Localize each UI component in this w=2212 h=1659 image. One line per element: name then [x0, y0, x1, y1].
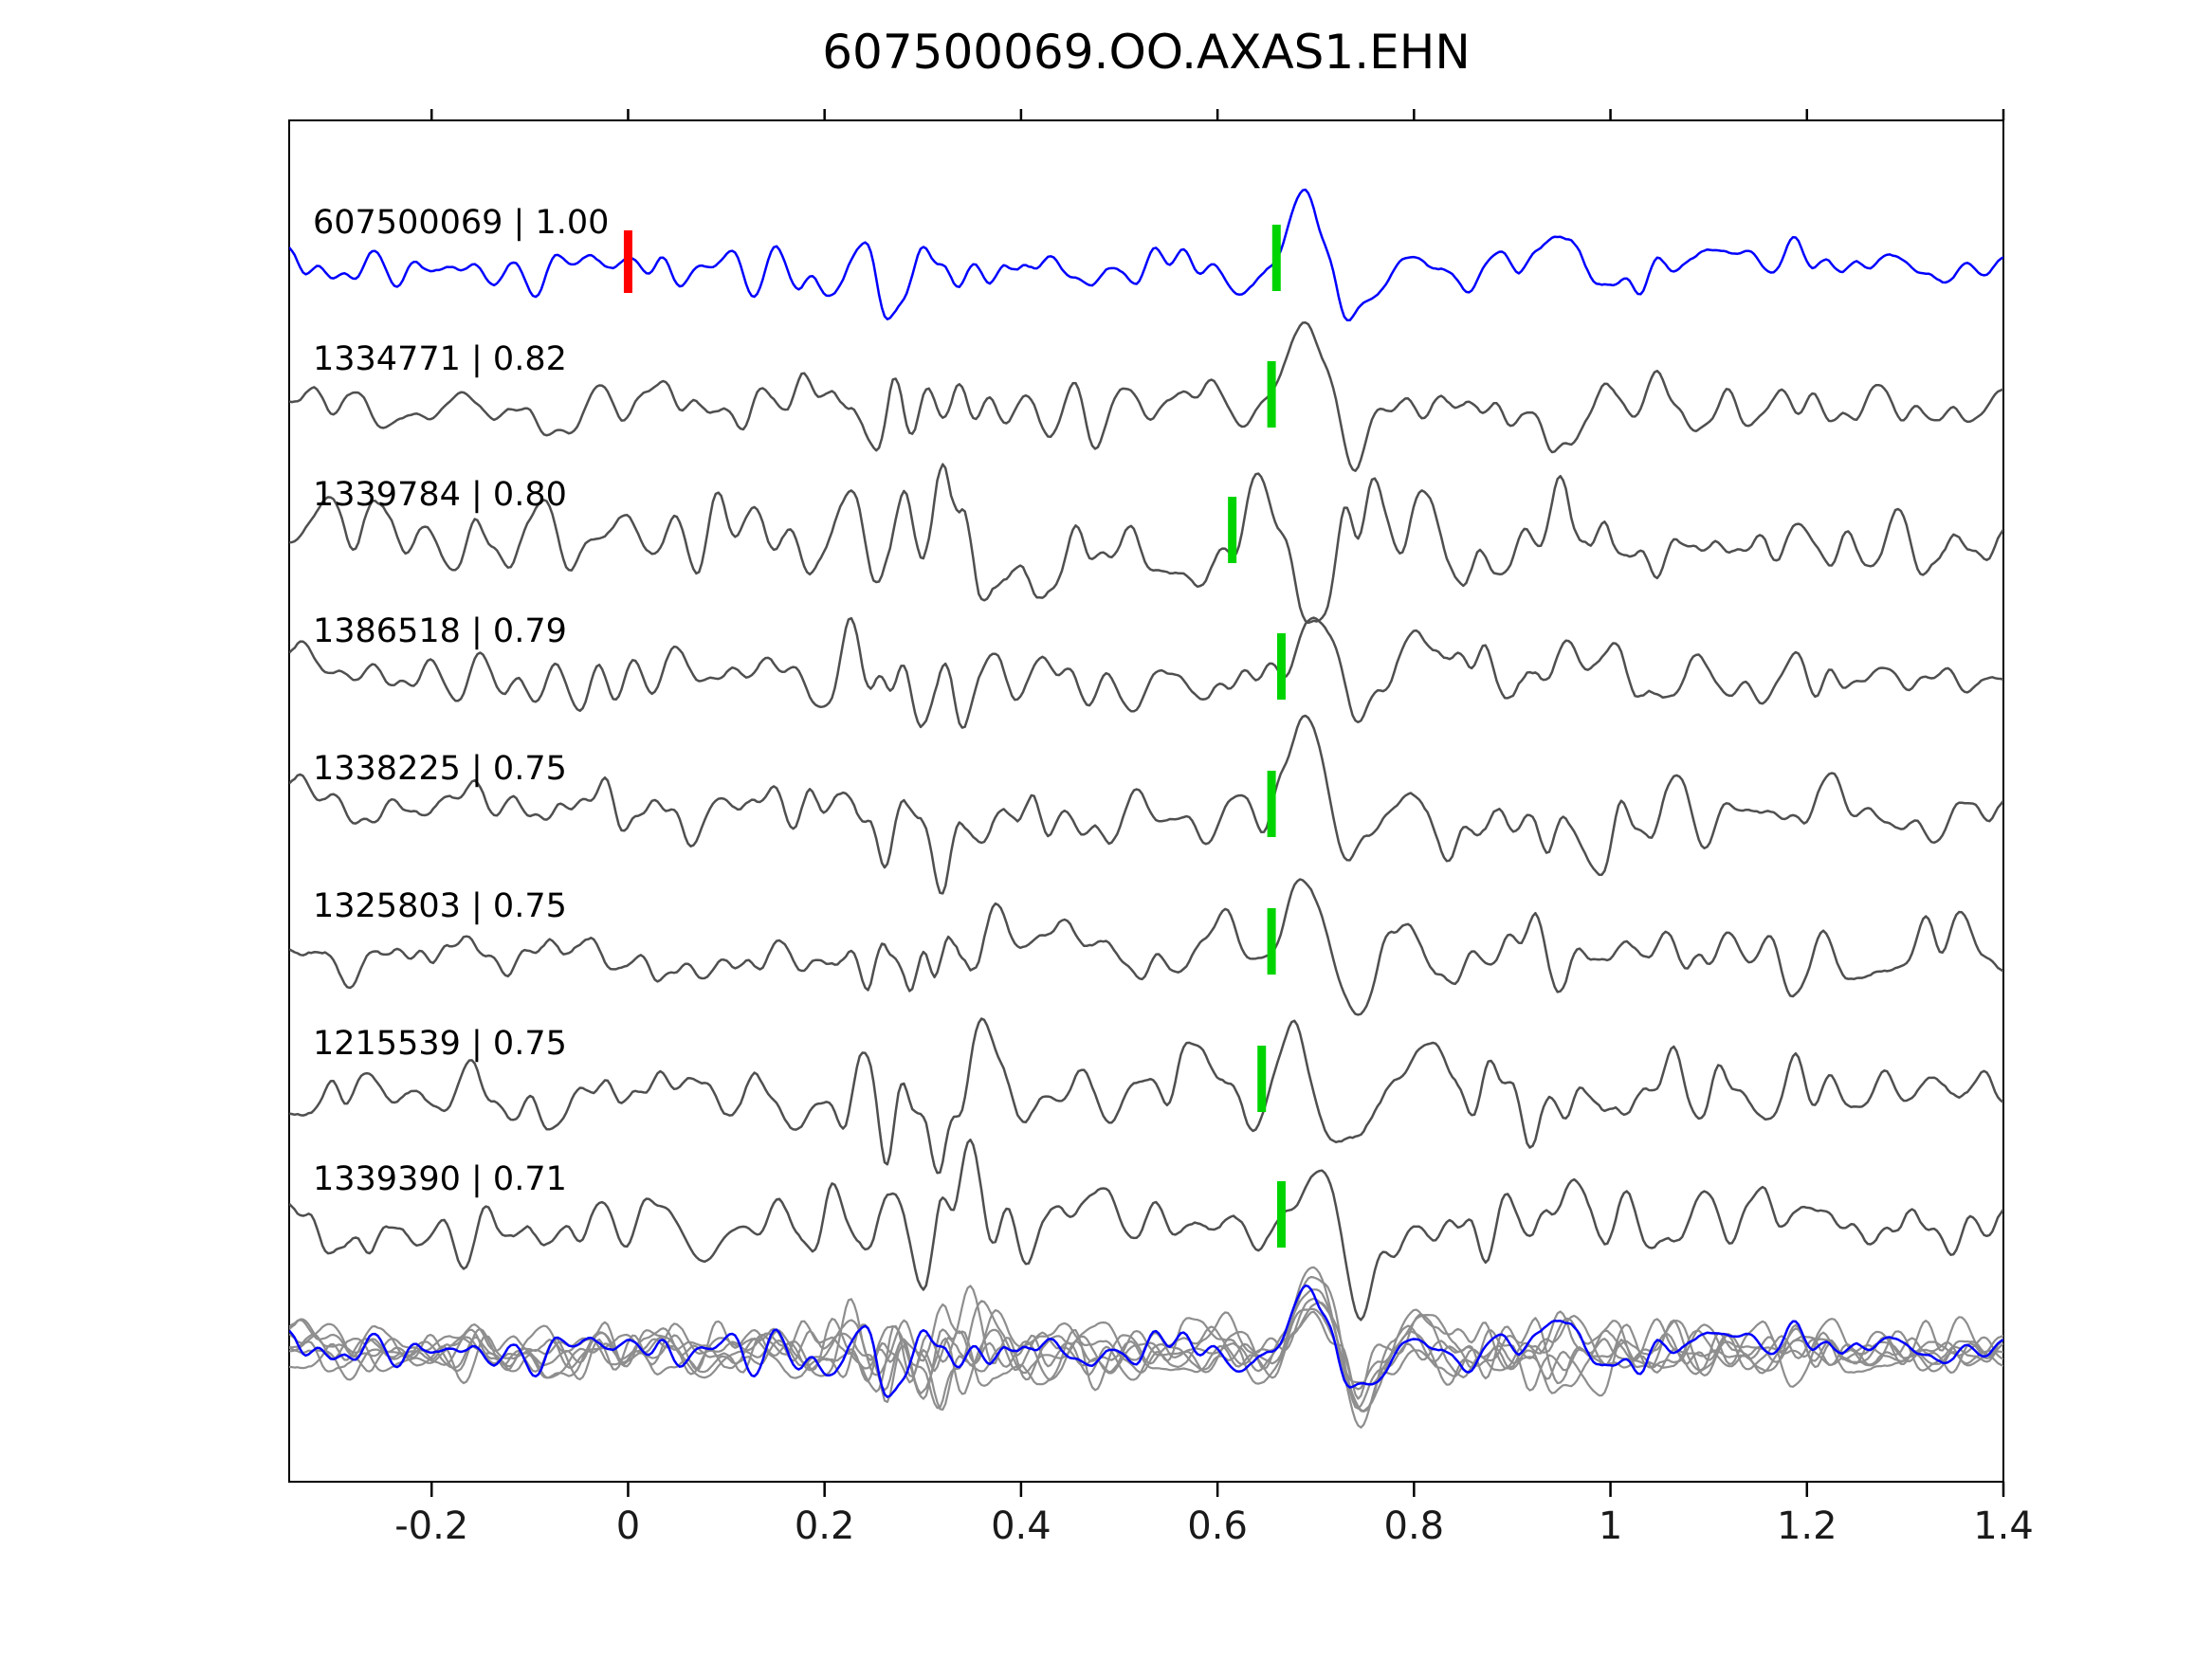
detection-waveform — [289, 714, 2003, 895]
x-tick-label: -0.2 — [394, 1504, 468, 1548]
detection-waveform — [289, 1139, 2003, 1322]
detection-waveform — [289, 321, 2003, 472]
x-tick-label: 1.2 — [1777, 1504, 1837, 1548]
trace-row: 1338225 | 0.75 — [289, 714, 2003, 895]
detection-waveform — [289, 878, 2003, 1016]
stack-template-trace — [289, 1284, 2003, 1398]
trace-row: 1215539 | 0.75 — [289, 1017, 2003, 1175]
plot-title: 607500069.OO.AXAS1.EHN — [822, 25, 1471, 80]
trace-row: 1334771 | 0.82 — [289, 321, 2003, 472]
stack-trace — [289, 1266, 2003, 1412]
trace-row: 607500069 | 1.00 — [289, 188, 2003, 322]
trace-label: 1339784 | 0.80 — [313, 476, 567, 514]
trace-row: 1325803 | 0.75 — [289, 878, 2003, 1016]
trace-label: 1334771 | 0.82 — [313, 340, 567, 378]
trace-label: 607500069 | 1.00 — [313, 204, 609, 242]
detection-waveform — [289, 1017, 2003, 1175]
trace-label: 1338225 | 0.75 — [313, 750, 567, 788]
x-tick-label: 0.4 — [991, 1504, 1051, 1548]
x-tick-label: 0 — [616, 1504, 640, 1548]
trace-label: 1386518 | 0.79 — [313, 612, 567, 650]
trace-label: 1325803 | 0.75 — [313, 887, 567, 925]
trace-row: 1339784 | 0.80 — [289, 463, 2003, 625]
trace-label: 1215539 | 0.75 — [313, 1025, 567, 1063]
trace-row: 1386518 | 0.79 — [289, 612, 2003, 729]
x-tick-label: 1 — [1599, 1504, 1622, 1548]
x-tick-label: 1.4 — [1973, 1504, 2034, 1548]
stack-trace — [289, 1297, 2003, 1395]
detection-waveform — [289, 616, 2003, 729]
template-waveform — [289, 188, 2003, 322]
x-tick-label: 0.6 — [1187, 1504, 1248, 1548]
x-tick-label: 0.8 — [1384, 1504, 1445, 1548]
stack-trace — [289, 1288, 2003, 1413]
x-tick-label: 0.2 — [795, 1504, 855, 1548]
trace-label: 1339390 | 0.71 — [313, 1160, 567, 1198]
waveforms-group — [289, 1266, 2003, 1429]
trace-row: 1339390 | 0.71 — [289, 1139, 2003, 1322]
detection-waveform — [289, 463, 2003, 625]
